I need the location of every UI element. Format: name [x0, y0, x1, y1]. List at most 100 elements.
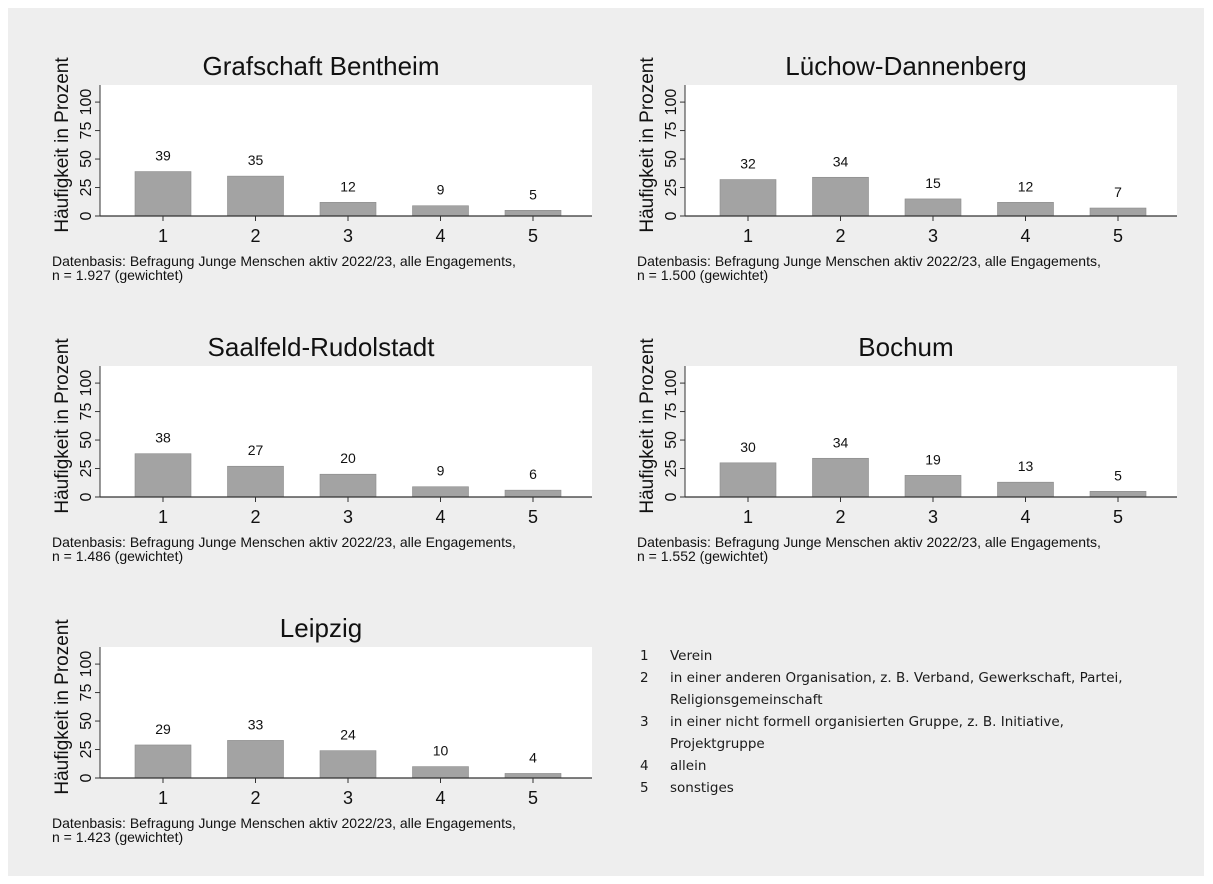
y-tick-label: 25 [78, 460, 95, 478]
x-tick-label: 4 [1020, 507, 1030, 527]
source-note: Datenbasis: Befragung Junge Menschen akt… [52, 815, 516, 831]
data-label: 20 [340, 450, 356, 466]
chart-panel-1: Grafschaft Bentheim Häufigkeit in Prozent… [52, 51, 592, 283]
y-axis-label: Häufigkeit in Prozent [52, 57, 73, 233]
legend-item-2: 2 in einer anderen Organisation, z. B. V… [640, 667, 1200, 711]
legend-label: in einer anderen Organisation, z. B. Ver… [670, 670, 1123, 708]
x-tick-label: 1 [158, 226, 168, 246]
legend-label: in einer nicht formell organisierten Gru… [670, 714, 1064, 752]
legend-label: sonstiges [670, 780, 734, 796]
data-label: 32 [740, 156, 756, 172]
y-tick-label: 50 [78, 431, 95, 449]
legend-item-1: 1 Verein [640, 645, 1200, 667]
chart-panel-3: Saalfeld-Rudolstadt Häufigkeit in Prozent… [52, 332, 592, 564]
bar [227, 740, 284, 779]
data-label: 12 [340, 178, 356, 194]
bar [412, 205, 469, 217]
sample-note: n = 1.500 (gewichtet) [637, 267, 768, 283]
y-tick-label: 75 [78, 122, 95, 140]
x-tick-label: 5 [1113, 507, 1123, 527]
x-tick-label: 1 [158, 507, 168, 527]
source-note: Datenbasis: Befragung Junge Menschen akt… [52, 534, 516, 550]
source-note: Datenbasis: Befragung Junge Menschen akt… [52, 253, 516, 269]
legend-number: 1 [640, 648, 649, 664]
x-tick-label: 4 [1020, 226, 1030, 246]
x-tick-label: 3 [928, 507, 938, 527]
data-label: 35 [248, 152, 264, 168]
data-label: 19 [925, 451, 941, 467]
x-tick-label: 3 [343, 226, 353, 246]
bar [134, 744, 192, 779]
y-tick-label: 100 [663, 370, 680, 397]
y-tick-label: 0 [663, 492, 680, 501]
data-label: 9 [437, 182, 445, 198]
data-label: 4 [529, 749, 537, 765]
legend-number: 3 [640, 714, 649, 730]
y-tick-label: 25 [78, 179, 95, 197]
data-label: 12 [1018, 178, 1034, 194]
y-tick-label: 25 [663, 460, 680, 478]
x-tick-label: 1 [743, 507, 753, 527]
legend-item-5: 5 sonstiges [640, 777, 1200, 799]
bar [997, 481, 1054, 498]
x-tick-label: 1 [743, 226, 753, 246]
y-axis-label: Häufigkeit in Prozent [52, 619, 73, 795]
x-tick-label: 5 [528, 788, 538, 808]
data-label: 10 [433, 743, 449, 759]
data-label: 38 [155, 430, 171, 446]
chart-title: Saalfeld-Rudolstadt [208, 332, 436, 362]
x-tick-label: 3 [928, 226, 938, 246]
x-tick-label: 1 [158, 788, 168, 808]
bar [134, 453, 192, 498]
y-tick-label: 75 [663, 403, 680, 421]
chart-title: Leipzig [280, 613, 362, 643]
bar [504, 773, 562, 779]
sample-note: n = 1.423 (gewichtet) [52, 829, 183, 845]
bar [319, 750, 377, 779]
y-tick-label: 100 [78, 651, 95, 678]
bar [319, 202, 377, 217]
bar [719, 462, 777, 498]
bar [812, 457, 869, 498]
bar [812, 176, 869, 217]
data-label: 29 [155, 721, 171, 737]
legend-label: Verein [670, 648, 713, 664]
y-tick-label: 0 [78, 492, 95, 501]
y-tick-label: 75 [663, 122, 680, 140]
y-tick-label: 50 [78, 150, 95, 168]
x-tick-label: 2 [250, 226, 260, 246]
bar [412, 766, 469, 779]
x-tick-label: 4 [435, 226, 445, 246]
y-tick-label: 25 [663, 179, 680, 197]
x-tick-label: 5 [528, 226, 538, 246]
y-tick-label: 75 [78, 684, 95, 702]
y-tick-label: 0 [78, 773, 95, 782]
source-note: Datenbasis: Befragung Junge Menschen akt… [637, 253, 1101, 269]
y-tick-label: 75 [78, 403, 95, 421]
y-tick-label: 0 [663, 211, 680, 220]
y-axis-label: Häufigkeit in Prozent [637, 338, 658, 514]
x-tick-label: 4 [435, 788, 445, 808]
bar [227, 465, 284, 498]
x-tick-label: 3 [343, 507, 353, 527]
data-label: 5 [1114, 467, 1122, 483]
y-tick-label: 100 [78, 89, 95, 116]
y-axis-label: Häufigkeit in Prozent [637, 57, 658, 233]
bar [319, 473, 377, 498]
data-label: 6 [529, 466, 537, 482]
y-tick-label: 50 [663, 431, 680, 449]
legend-label: allein [670, 758, 707, 774]
data-label: 15 [925, 175, 941, 191]
x-tick-label: 5 [528, 507, 538, 527]
legend-item-3: 3 in einer nicht formell organisierten G… [640, 711, 1200, 755]
legend-number: 4 [640, 758, 649, 774]
x-tick-label: 5 [1113, 226, 1123, 246]
legend-item-4: 4 allein [640, 755, 1200, 777]
x-tick-label: 4 [435, 507, 445, 527]
x-tick-label: 3 [343, 788, 353, 808]
y-tick-label: 0 [78, 211, 95, 220]
source-note: Datenbasis: Befragung Junge Menschen akt… [637, 534, 1101, 550]
data-label: 39 [155, 148, 171, 164]
